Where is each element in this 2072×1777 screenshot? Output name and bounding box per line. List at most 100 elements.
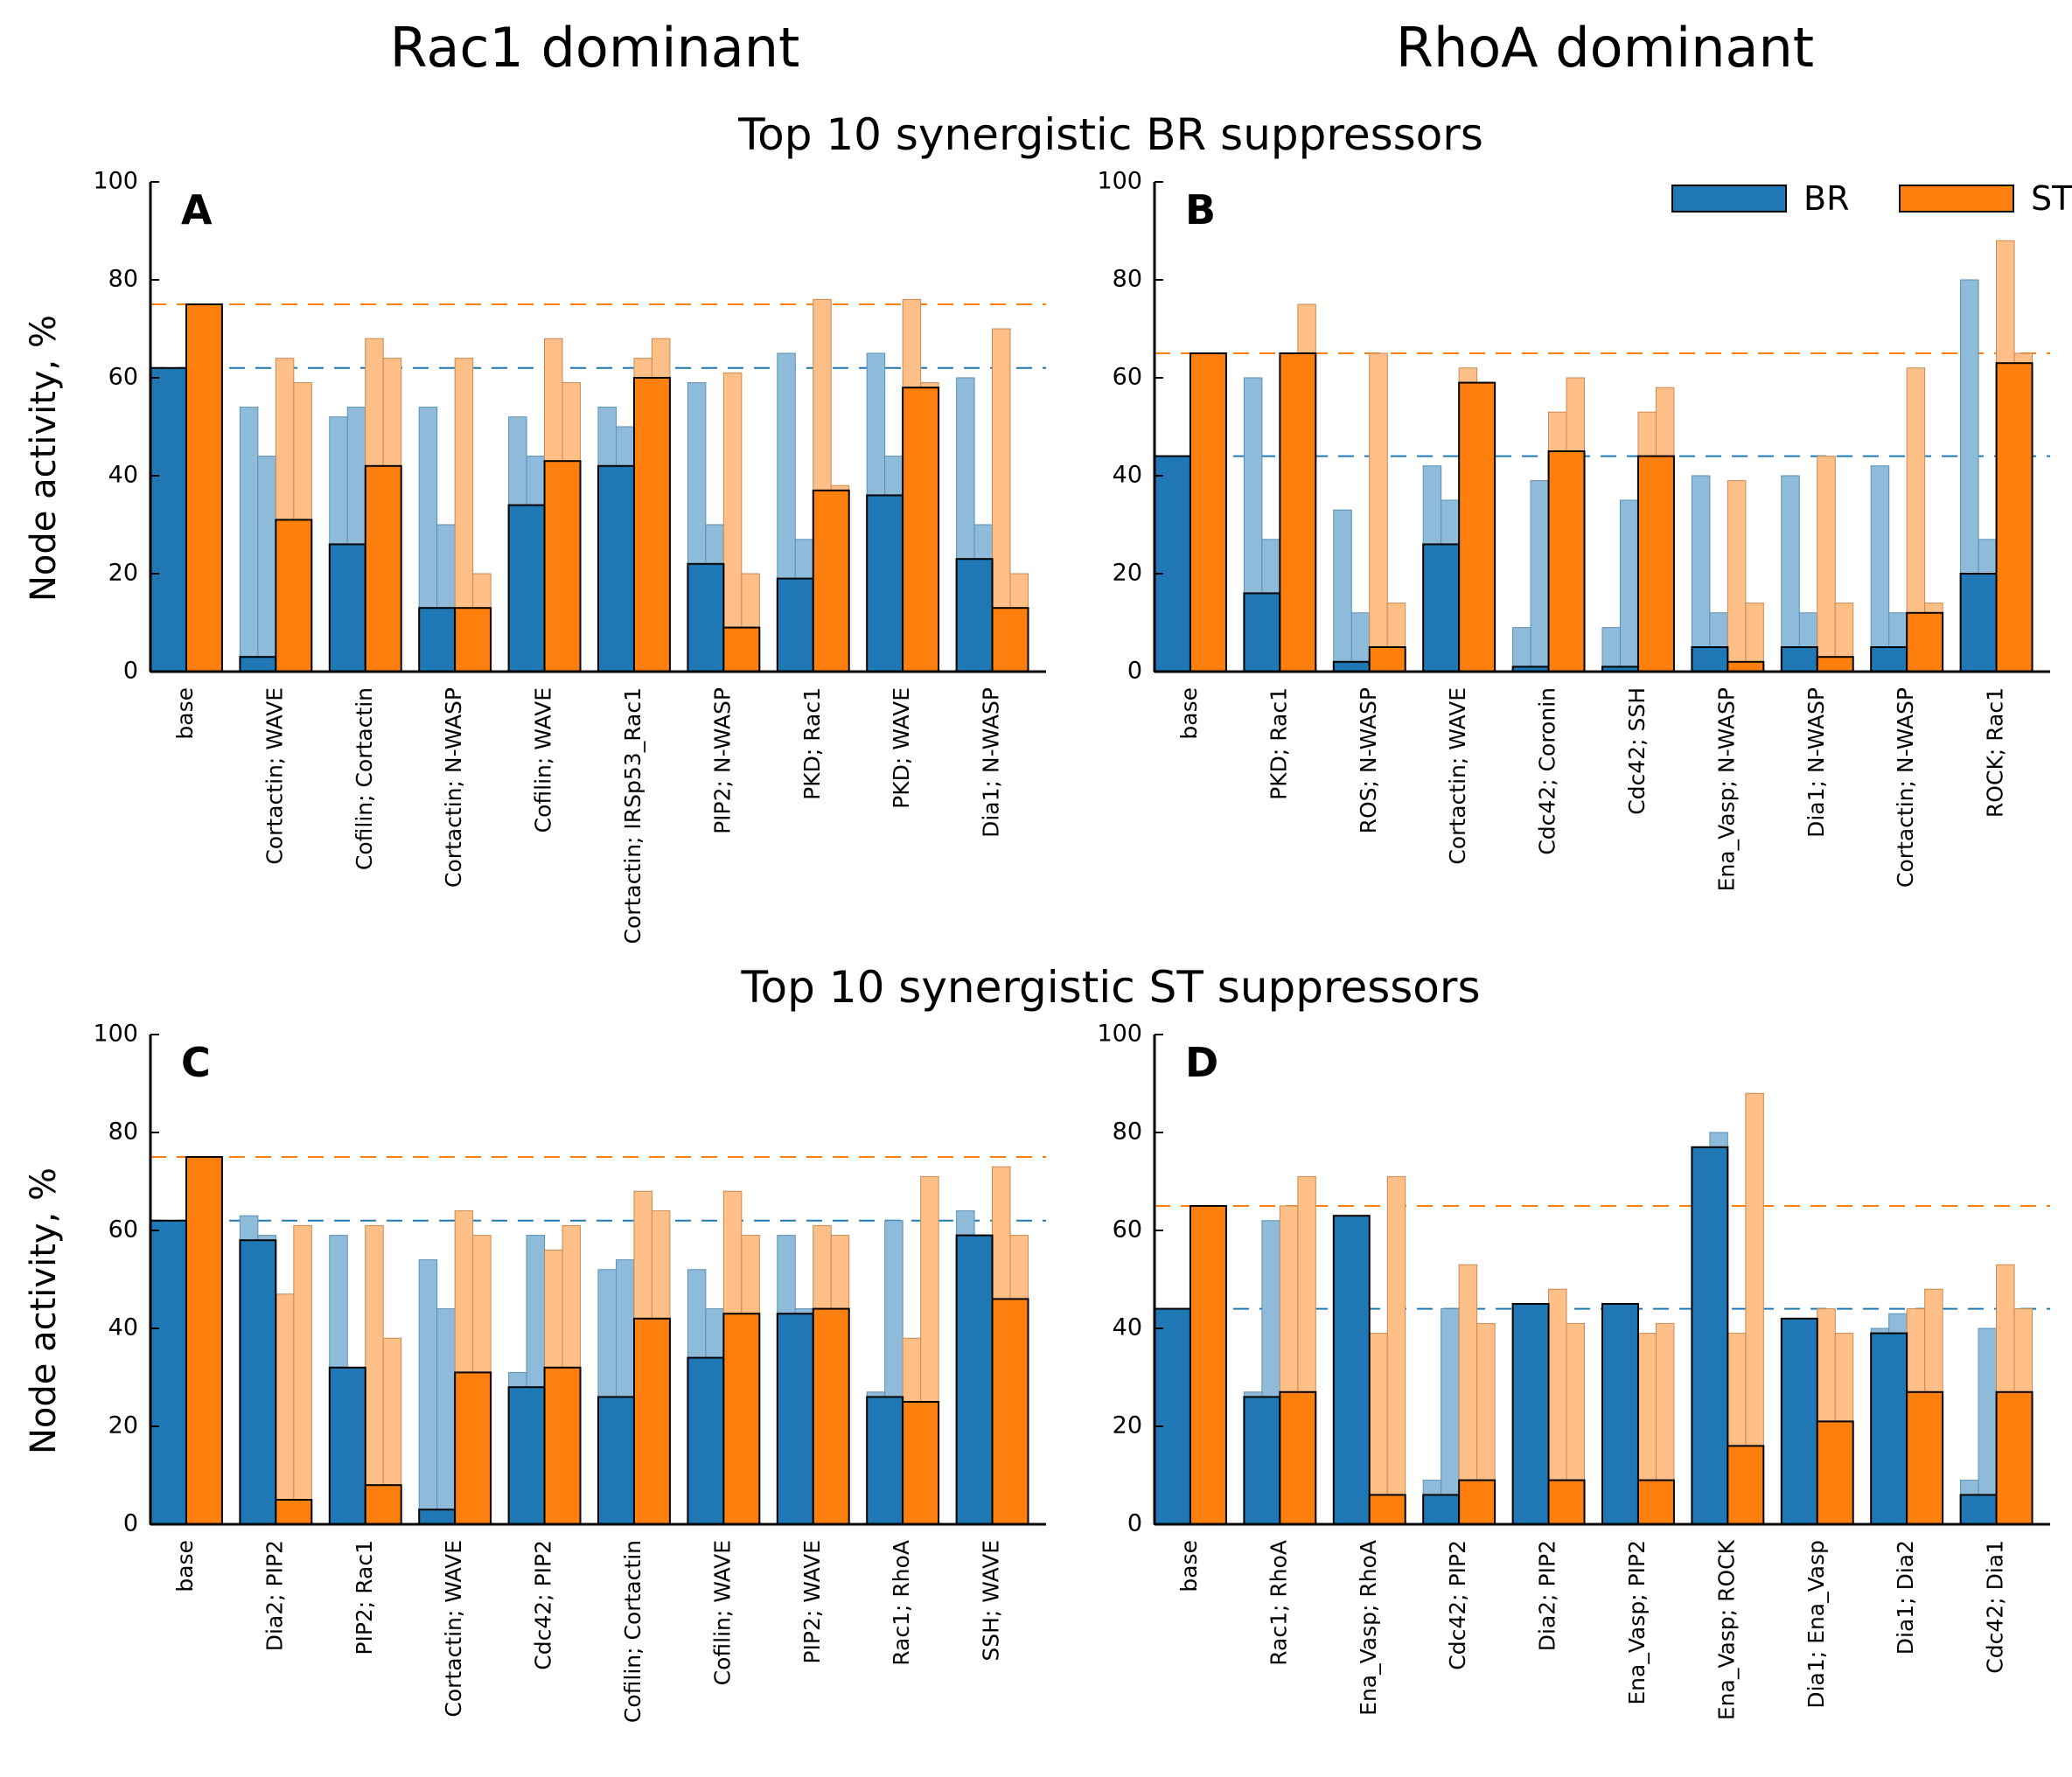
x-tick-label: Cdc42; SSH [1624,687,1650,815]
x-tick-label: Cortactin; N-WASP [441,687,466,888]
y-tick-label: 100 [93,1021,138,1048]
br-bar [1870,646,1908,672]
y-tick-label: 40 [1113,1314,1142,1341]
y-tick-label: 60 [108,364,138,391]
br-bar [1959,573,1998,672]
br-bar [1332,1215,1371,1525]
st-bar [1816,1420,1854,1526]
x-tick-label: Cofilin; WAVE [531,687,556,833]
x-tick-label: Ena_Vasp; RhoA [1356,1540,1381,1716]
x-tick-label: PKD; WAVE [889,687,914,809]
x-tick-label: SSH; WAVE [979,1540,1004,1662]
x-tick-label: Cortactin; WAVE [441,1540,466,1718]
y-tick-label: 20 [1113,1412,1142,1439]
single-br-bar [1870,465,1890,672]
x-tick-label: Cdc42; Coronin [1535,687,1560,855]
legend: BR ST [1671,179,2072,218]
br-bar [1243,1396,1281,1526]
br-bar [1601,1303,1639,1525]
st-bar [1458,1479,1496,1525]
st-bar [1995,362,2034,672]
row-title-st-suppressors: Top 10 synergistic ST suppressors [741,962,1481,1013]
br-bar [239,1239,277,1525]
x-tick-label: Cofilin; Cortactin [352,687,377,870]
br-bar [866,1396,904,1526]
single-br-bar [418,1259,438,1525]
st-bar [1368,646,1406,672]
x-tick-label: Cdc42; PIP2 [531,1540,556,1670]
panel-c: base Dia2; PIP2 PIP2; Rac1 Cortactin; WAVE C… [93,1021,1046,1723]
st-bar [722,1313,761,1525]
y-tick-label: 100 [1097,168,1142,195]
br-bar [1154,1307,1191,1525]
st-bar [1547,450,1586,672]
br-bar [597,1396,635,1526]
panel-label: A [181,186,213,233]
single-br-bar [1441,1308,1460,1525]
st-bar [1727,1445,1765,1526]
st-bar [1636,455,1675,672]
x-tick-label: Rac1; RhoA [889,1540,914,1666]
br-bar [687,1356,725,1525]
x-tick-label: Rac1; RhoA [1266,1540,1291,1666]
st-bar [812,489,850,672]
br-bar [418,1509,457,1525]
y-tick-label: 60 [108,1216,138,1244]
x-tick-label: Dia1; Ena_Vasp [1803,1540,1829,1709]
br-bar [1780,1317,1818,1526]
st-bar [185,303,223,672]
single-br-bar [1619,499,1639,672]
br-bar [418,607,457,673]
panel-a: base Cortactin; WAVE Cofilin; Cortactin Cor… [93,168,1046,944]
column-title-rac1: Rac1 dominant [389,16,800,80]
x-tick-label: Dia2; PIP2 [262,1540,287,1651]
x-tick-label: Cortactin; WAVE [1445,687,1470,865]
panel-label: B [1185,186,1216,233]
x-tick-label: Ena_Vasp; PIP2 [1624,1540,1650,1705]
br-bar [776,577,814,672]
x-tick-label: Cofilin; Cortactin [620,1540,645,1723]
st-bar [1547,1479,1586,1525]
st-bar [543,460,582,673]
single-st-bar [1386,1175,1406,1525]
st-bar [991,1298,1029,1526]
panel-label: C [181,1039,211,1086]
br-bar [1332,660,1371,672]
st-bar [1189,352,1227,672]
st-bar [1279,352,1317,672]
st-bar [454,607,492,673]
single-st-bar [293,1224,312,1525]
y-tick-label: 80 [1113,1118,1142,1146]
x-tick-label: PIP2; Rac1 [352,1540,377,1655]
y-tick-label: 60 [1113,1216,1142,1244]
legend-label-st: ST [2031,179,2072,218]
x-tick-label: PKD; Rac1 [799,687,825,800]
single-br-bar [1601,627,1621,672]
y-tick-label: 0 [1127,1510,1142,1537]
br-bar [507,1386,546,1525]
x-tick-label: PIP2; N-WASP [709,687,735,834]
y-tick-label: 80 [1113,266,1142,293]
single-br-bar [239,407,259,672]
x-tick-label: Ena_Vasp; ROCK [1713,1539,1739,1720]
x-tick-label: Dia1; N-WASP [979,687,1004,838]
br-bar [1870,1332,1908,1525]
single-st-bar [1369,352,1388,672]
single-br-bar [1691,475,1711,672]
single-br-bar [1530,480,1550,672]
y-tick-label: 80 [108,1118,138,1146]
single-br-bar [1781,475,1800,672]
br-bar [1691,1146,1729,1526]
br-bar [328,543,366,673]
x-tick-label: base [1176,687,1202,740]
single-br-bar [436,1308,456,1525]
y-tick-label: 100 [1097,1021,1142,1048]
st-bar [1816,656,1854,673]
single-br-bar [257,456,276,672]
st-bar [364,1484,402,1525]
y-tick-label: 0 [1127,658,1142,685]
x-tick-label: PIP2; WAVE [799,1540,825,1664]
single-st-bar [365,1224,384,1525]
legend-swatch-st [1899,185,2014,213]
x-tick-label: Cdc42; PIP2 [1445,1540,1470,1670]
